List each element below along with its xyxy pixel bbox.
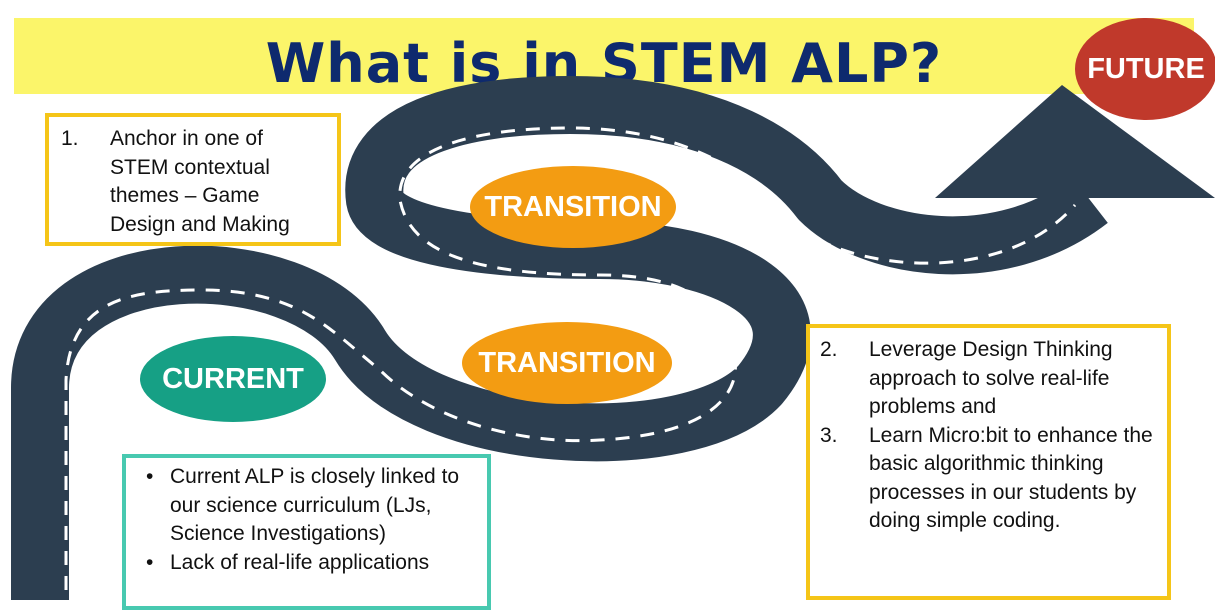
current-state-box: • Current ALP is closely linked to our s… <box>122 454 491 610</box>
item-number: 3. <box>820 423 838 447</box>
list-item: • Lack of real-life applications <box>146 549 479 578</box>
bullet-mark: • <box>146 465 154 488</box>
bullet-mark: • <box>146 550 154 574</box>
item-text: Leverage Design Thinking approach to sol… <box>869 338 1113 418</box>
road-dashes <box>64 126 1077 590</box>
future-stage-oval: FUTURE <box>1075 18 1215 120</box>
item-number: 2. <box>820 338 838 361</box>
current-stage-oval: CURRENT <box>140 336 326 422</box>
list-item: 1. Anchor in one of STEM contextual them… <box>61 125 327 239</box>
list-item: 2. Leverage Design Thinking approach to … <box>820 336 1159 422</box>
item-text: Lack of real-life applications <box>170 550 430 574</box>
future-focus-box: 1. Anchor in one of STEM contextual them… <box>45 113 341 246</box>
item-text: Learn Micro:bit to enhance the basic alg… <box>869 423 1153 533</box>
item-text: Anchor in one of STEM contextual themes … <box>110 127 290 236</box>
item-number: 1. <box>61 127 79 150</box>
item-text: Current ALP is closely linked to our sci… <box>170 465 460 545</box>
transition-focus-box: 2. Leverage Design Thinking approach to … <box>806 324 1171 600</box>
list-item: 3. Learn Micro:bit to enhance the basic … <box>820 422 1159 536</box>
transition-lower-oval: TRANSITION <box>462 322 672 404</box>
road-arrowhead <box>935 85 1215 198</box>
list-item: • Current ALP is closely linked to our s… <box>146 463 479 549</box>
road-body <box>11 76 1215 600</box>
transition-upper-oval: TRANSITION <box>470 166 676 248</box>
